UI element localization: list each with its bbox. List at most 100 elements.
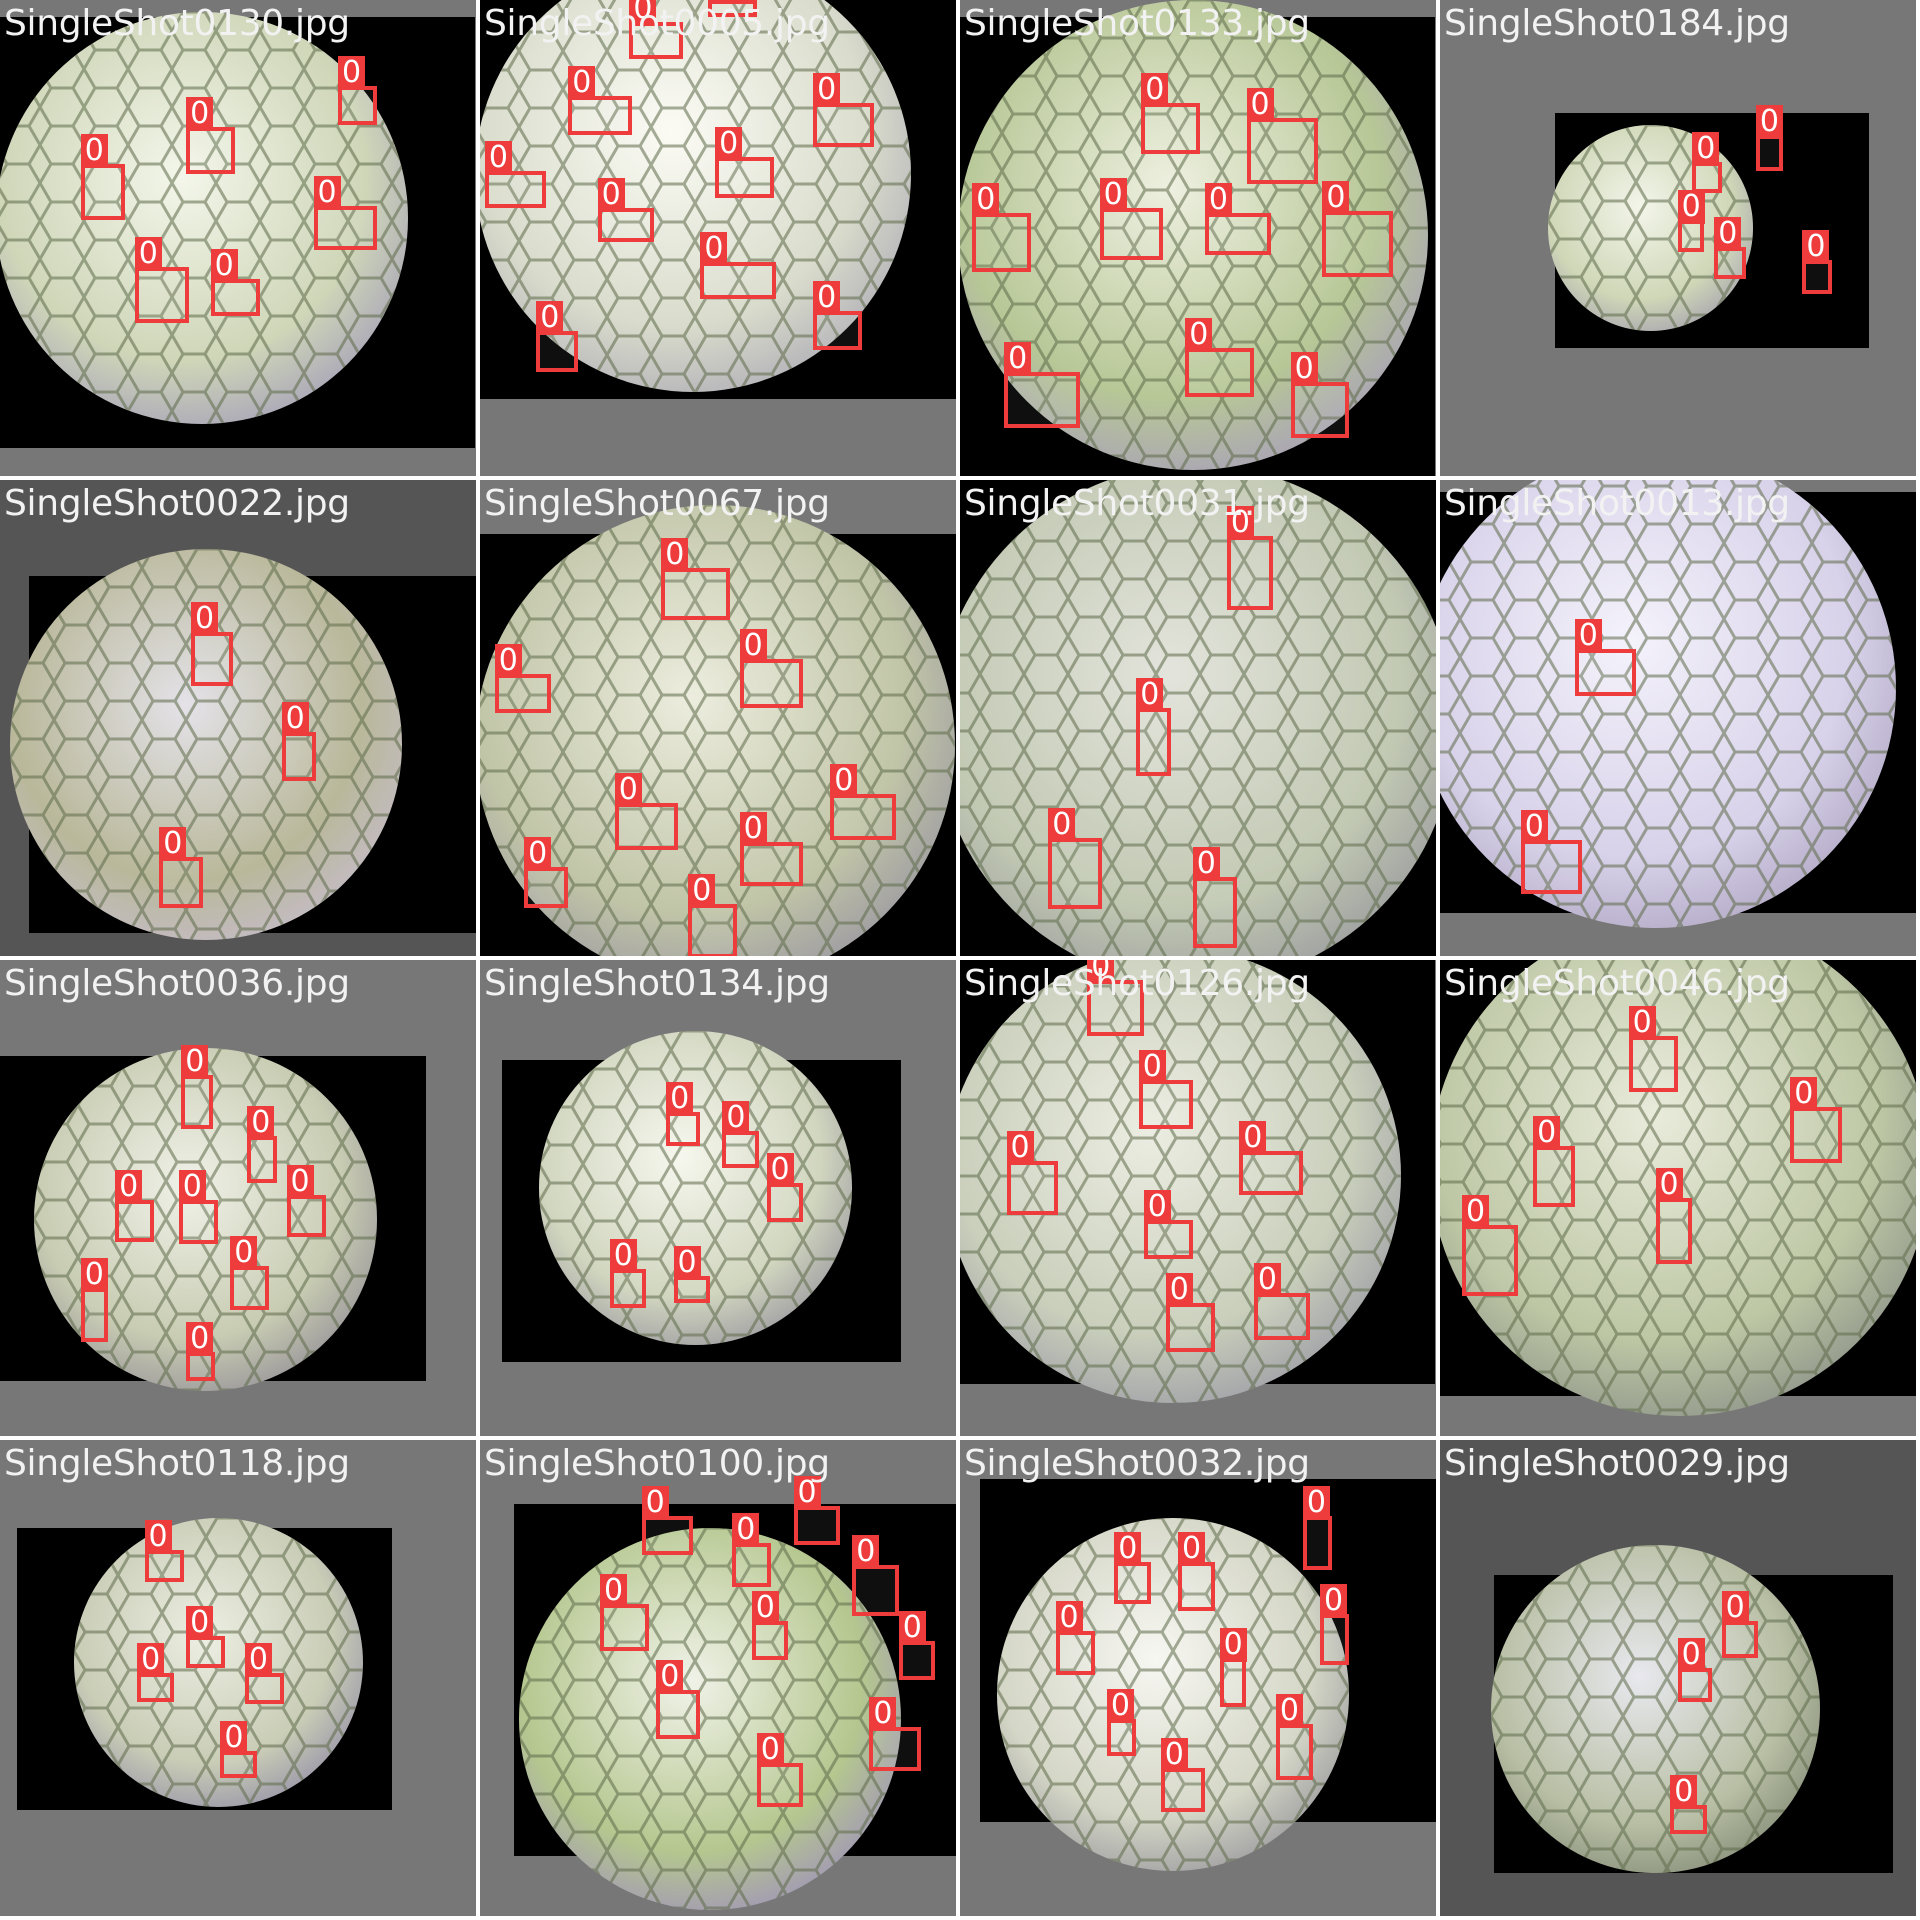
stomata-detection-box: 0 xyxy=(1185,317,1254,397)
stomata-detection-box: 0 xyxy=(1520,810,1582,894)
stomata-detection-box: 0 xyxy=(673,1245,711,1303)
class-label: 0 xyxy=(1219,1628,1247,1662)
mosaic-tile: 0 0 0 0 0 0 0 0 0 0 SingleShot0100.jpg xyxy=(480,1440,956,1916)
stomata-detection-box: 0 xyxy=(484,141,547,209)
microscope-field-of-view xyxy=(1440,480,1896,929)
stomata-detection-box: 0 xyxy=(852,1534,899,1617)
stomata-detection-box: 0 xyxy=(191,601,233,686)
image-filename: SingleShot0126.jpg xyxy=(964,963,1310,1004)
stomata-detection-box: 0 xyxy=(751,1591,789,1661)
stomata-detection-box: 0 xyxy=(707,0,757,18)
stomata-detection-box: 0 xyxy=(1253,1263,1311,1340)
class-label: 0 xyxy=(813,281,841,315)
class-label: 0 xyxy=(732,1512,760,1547)
mosaic-tile: 0 0 0 SingleShot0022.jpg xyxy=(0,480,476,956)
stomata-detection-box: 0 xyxy=(1226,506,1274,610)
image-filename: SingleShot0130.jpg xyxy=(4,3,350,44)
leaf-cell-texture xyxy=(480,504,956,956)
class-label: 0 xyxy=(191,601,219,636)
class-label: 0 xyxy=(536,300,564,335)
stomata-detection-box: 0 xyxy=(600,1574,649,1651)
class-label: 0 xyxy=(1192,846,1220,881)
mosaic-tile: 0 0 0 0 SingleShot0031.jpg xyxy=(960,480,1436,956)
stomata-detection-box: 0 xyxy=(1178,1532,1215,1612)
stomata-detection-box: 0 xyxy=(1136,677,1171,777)
class-label: 0 xyxy=(1533,1116,1561,1151)
class-label: 0 xyxy=(869,1696,897,1731)
image-filename: SingleShot0005.jpg xyxy=(484,3,830,44)
stomata-detection-box: 0 xyxy=(80,1258,108,1343)
class-label: 0 xyxy=(614,773,642,808)
stomata-detection-box: 0 xyxy=(1322,180,1394,277)
class-label: 0 xyxy=(1320,1583,1348,1618)
stomata-detection-box: 0 xyxy=(1677,1637,1712,1703)
class-label: 0 xyxy=(1802,229,1830,264)
class-label: 0 xyxy=(568,65,596,100)
mosaic-tile: 0 0 SingleShot0013.jpg xyxy=(1440,480,1916,956)
class-label: 0 xyxy=(1099,178,1127,213)
class-label: 0 xyxy=(247,1106,275,1141)
class-label: 0 xyxy=(1655,1167,1683,1202)
stomata-detection-box: 0 xyxy=(688,873,738,956)
stomata-detection-box: 0 xyxy=(739,628,804,708)
class-label: 0 xyxy=(666,1081,694,1116)
class-label: 0 xyxy=(656,1659,684,1694)
image-filename: SingleShot0134.jpg xyxy=(484,963,830,1004)
stomata-detection-box: 0 xyxy=(739,812,804,887)
stomata-detection-box: 0 xyxy=(1721,1591,1759,1658)
stomata-detection-box: 0 xyxy=(898,1610,936,1680)
class-label: 0 xyxy=(756,1733,784,1768)
stomata-detection-box: 0 xyxy=(1114,1532,1151,1604)
mosaic-tile: 0 0 0 0 0 SingleShot0134.jpg xyxy=(480,960,956,1436)
class-label: 0 xyxy=(1048,807,1076,842)
class-label: 0 xyxy=(494,643,522,678)
class-label: 0 xyxy=(739,628,767,663)
image-filename: SingleShot0100.jpg xyxy=(484,1443,830,1484)
stomata-detection-box: 0 xyxy=(1219,1628,1247,1707)
stomata-detection-box: 0 xyxy=(186,1605,226,1668)
class-label: 0 xyxy=(1138,1050,1166,1084)
stomata-detection-box: 0 xyxy=(1714,217,1747,280)
class-label: 0 xyxy=(830,763,858,798)
class-label: 0 xyxy=(220,1721,248,1755)
stomata-detection-box: 0 xyxy=(338,55,378,125)
stomata-detection-box: 0 xyxy=(281,702,316,782)
class-label: 0 xyxy=(210,249,238,284)
stomata-detection-box: 0 xyxy=(1246,87,1318,184)
stomata-detection-box: 0 xyxy=(1165,1272,1215,1352)
leaf-cell-texture xyxy=(1440,480,1896,929)
stomata-detection-box: 0 xyxy=(1320,1583,1350,1666)
class-label: 0 xyxy=(751,1591,779,1626)
class-label: 0 xyxy=(159,827,187,862)
stomata-detection-box: 0 xyxy=(629,0,684,59)
stomata-detection-box: 0 xyxy=(1192,846,1237,948)
stomata-detection-box: 0 xyxy=(700,232,777,299)
class-label: 0 xyxy=(661,538,689,573)
class-label: 0 xyxy=(700,232,728,266)
class-label: 0 xyxy=(1204,183,1232,218)
class-label: 0 xyxy=(597,178,625,213)
class-label: 0 xyxy=(1160,1738,1188,1773)
stomata-detection-box: 0 xyxy=(1670,1774,1707,1835)
class-label: 0 xyxy=(286,1165,314,1200)
mosaic-tile: 0 0 0 0 0 0 SingleShot0130.jpg xyxy=(0,0,476,476)
stomata-detection-box: 0 xyxy=(134,236,189,324)
class-label: 0 xyxy=(1574,619,1602,653)
class-label: 0 xyxy=(186,97,214,132)
stomata-detection-box: 0 xyxy=(813,281,863,351)
stomata-detection-box: 0 xyxy=(1677,190,1705,253)
class-label: 0 xyxy=(1462,1194,1490,1229)
class-label: 0 xyxy=(1226,506,1254,541)
class-label: 0 xyxy=(1136,677,1164,712)
stomata-detection-box: 0 xyxy=(1628,1005,1678,1093)
class-label: 0 xyxy=(1253,1263,1281,1298)
stomata-detection-box: 0 xyxy=(1004,342,1080,429)
class-label: 0 xyxy=(524,836,552,871)
stomata-detection-box: 0 xyxy=(1802,229,1832,294)
microscope-field-of-view xyxy=(519,1528,902,1911)
class-label: 0 xyxy=(898,1610,926,1645)
stomata-detection-box: 0 xyxy=(1755,104,1783,172)
class-label: 0 xyxy=(313,175,341,210)
class-label: 0 xyxy=(338,55,366,90)
class-label: 0 xyxy=(766,1152,794,1187)
